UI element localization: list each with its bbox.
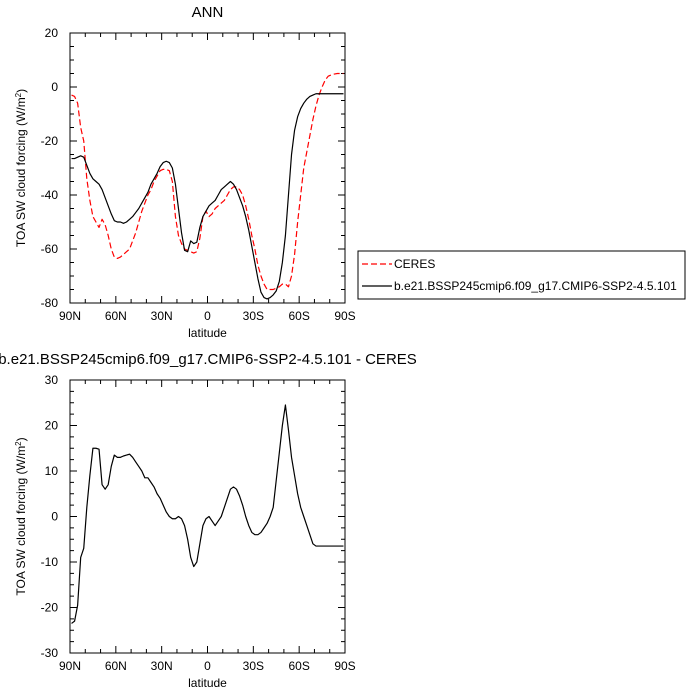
legend-box — [357, 250, 686, 300]
x-tick-label: 30S — [243, 659, 264, 673]
x-axis-label: latitude — [188, 326, 227, 340]
x-tick-label: 60N — [105, 659, 127, 673]
series-line-1 — [71, 93, 344, 300]
legend-label-0: CERES — [394, 257, 435, 271]
y-axis-label-superscript: 2 — [14, 92, 23, 97]
x-tick-label: 30S — [243, 309, 264, 323]
y-axis-label: TOA SW cloud forcing (W/m2) — [14, 89, 29, 247]
y-tick-label: 0 — [51, 510, 58, 524]
y-tick-label: -10 — [41, 555, 59, 569]
y-axis-label-main: TOA SW cloud forcing (W/m — [14, 446, 28, 596]
legend: CERES b.e21.BSSP245cmip6.f09_g17.CMIP6-SS… — [357, 250, 686, 300]
x-tick-label: 60S — [288, 309, 309, 323]
chart-title: b.e21.BSSP245cmip6.f09_g17.CMIP6-SSP2-4.… — [0, 351, 417, 368]
y-tick-label: -20 — [41, 601, 59, 615]
top-panel: ANN 90N 60N 30N 0 30S 60S 90S -80 -60 -40 -20 0 20 lat… — [14, 4, 686, 340]
y-tick-label: 20 — [45, 26, 59, 40]
y-tick-label: 0 — [51, 80, 58, 94]
legend-label-1: b.e21.BSSP245cmip6.f09_g17.CMIP6-SSP2-4.… — [394, 279, 677, 293]
y-tick-label: -40 — [41, 188, 59, 202]
y-tick-label: -30 — [41, 646, 59, 660]
x-tick-label: 0 — [204, 309, 211, 323]
x-tick-label: 60S — [288, 659, 309, 673]
x-tick-label: 30N — [151, 659, 173, 673]
y-tick-label: 30 — [45, 373, 59, 387]
y-axis-label-main: TOA SW cloud forcing (W/m — [14, 97, 28, 247]
y-axis-label-close: ) — [14, 437, 28, 441]
y-axis-label-superscript: 2 — [14, 441, 23, 446]
y-tick-label: 10 — [45, 464, 59, 478]
y-axis-label: TOA SW cloud forcing (W/m2) — [14, 437, 29, 595]
x-tick-label: 60N — [105, 309, 127, 323]
x-axis-label: latitude — [188, 676, 227, 690]
y-tick-label: 20 — [45, 419, 59, 433]
x-tick-label: 30N — [151, 309, 173, 323]
x-tick-label: 90S — [334, 309, 355, 323]
series-line-0 — [71, 72, 344, 291]
series-line-0 — [71, 404, 344, 624]
x-tick-label: 90S — [334, 659, 355, 673]
chart-title: ANN — [192, 4, 224, 21]
x-tick-label: 90N — [59, 659, 81, 673]
bottom-panel: b.e21.BSSP245cmip6.f09_g17.CMIP6-SSP2-4.… — [0, 351, 417, 690]
y-tick-label: -80 — [41, 296, 59, 310]
x-tick-label: 90N — [59, 309, 81, 323]
y-axis-label-close: ) — [14, 89, 28, 93]
y-tick-label: -20 — [41, 134, 59, 148]
y-tick-label: -60 — [41, 242, 59, 256]
x-tick-label: 0 — [204, 659, 211, 673]
